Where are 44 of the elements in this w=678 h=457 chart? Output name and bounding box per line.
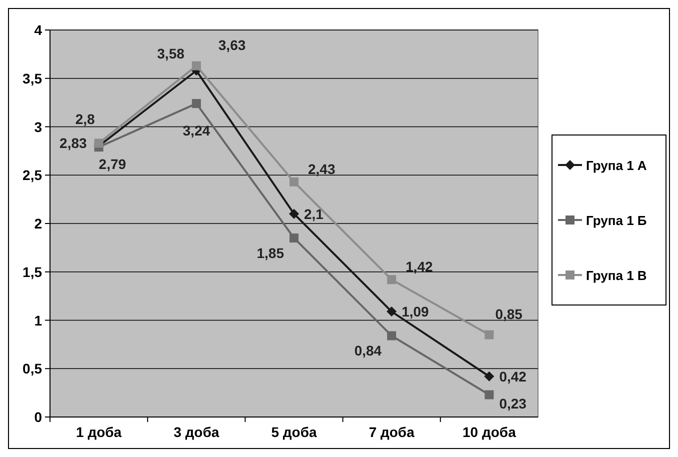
x-tick-label: 10 доба [462, 424, 516, 440]
point [484, 371, 494, 382]
point [290, 234, 298, 243]
x-tick-label: 7 доба [368, 424, 415, 440]
y-tick-label: 3 [34, 118, 42, 135]
data-label: 1,09 [402, 304, 430, 320]
point [484, 390, 494, 400]
data-label: 1,85 [256, 245, 284, 262]
data-label: 0,42 [499, 368, 527, 384]
data-label: 0,84 [354, 342, 382, 359]
point [94, 138, 104, 148]
point [386, 306, 397, 317]
x-tick-label: 5 доба [271, 424, 317, 440]
y-tick-label: 4 [34, 22, 42, 38]
data-label: 0,23 [499, 396, 527, 412]
data-label: 2,43 [308, 160, 336, 177]
point [387, 275, 396, 284]
data-label: 2,1 [304, 206, 324, 222]
legend-label: Група 1 А [586, 158, 648, 173]
y-tick-label: 1,5 [22, 264, 42, 280]
data-label: 3,24 [182, 122, 210, 139]
point [290, 177, 298, 186]
legend-label: Група 1 В [586, 268, 647, 283]
y-tick-label: 0 [34, 409, 42, 425]
data-label: 2,8 [75, 111, 96, 128]
y-tick-label: 2 [34, 216, 42, 232]
y-tick-label: 3,5 [22, 70, 42, 86]
y-tick-label: 2,5 [22, 167, 42, 184]
point [192, 99, 201, 108]
data-label: 3,58 [157, 46, 185, 62]
legend-label: Група 1 Б [586, 213, 647, 228]
point [192, 61, 201, 70]
point [387, 331, 396, 340]
data-label: 3,63 [218, 36, 246, 53]
point [289, 208, 299, 219]
data-label: 2,79 [98, 156, 126, 172]
y-tick-label: 1 [34, 312, 42, 328]
data-label: 0,85 [495, 306, 523, 322]
data-label: 2,83 [60, 135, 88, 152]
data-label: 1,42 [406, 258, 434, 275]
y-tick-label: 0,5 [22, 360, 42, 377]
x-tick-label: 3 доба [174, 424, 220, 440]
x-tick-label: 1 доба [76, 424, 122, 440]
point [484, 330, 494, 340]
